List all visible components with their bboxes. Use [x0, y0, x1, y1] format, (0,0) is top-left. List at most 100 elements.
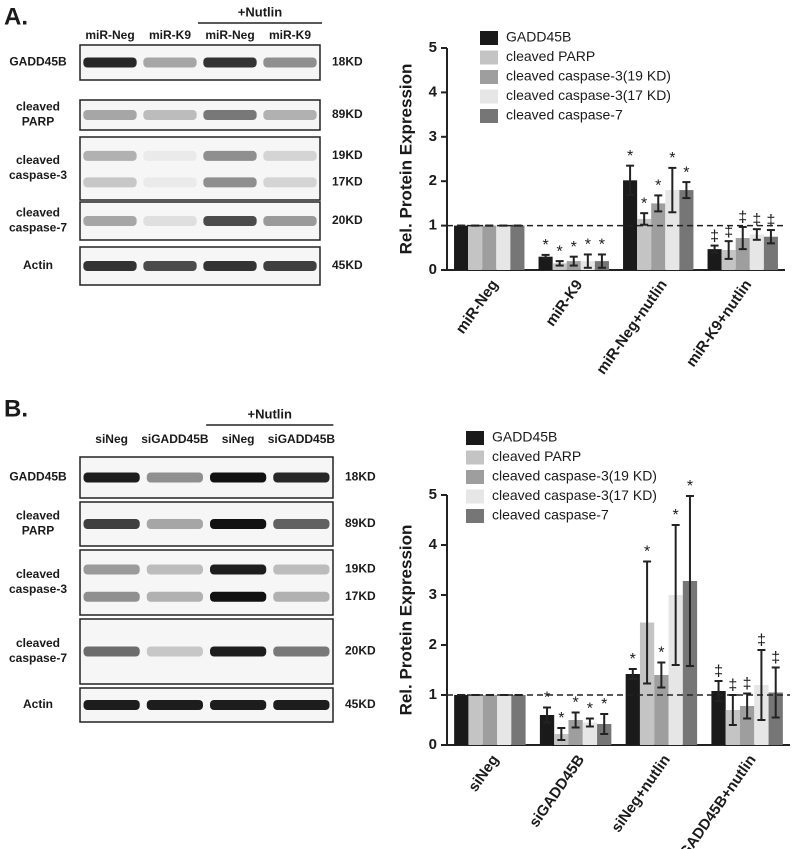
- blot-band: [263, 216, 317, 226]
- blot-frame: [79, 201, 321, 241]
- y-tick-label: 1: [429, 217, 437, 234]
- blot-band: [143, 150, 197, 161]
- legend-swatch: [480, 31, 498, 45]
- panel-label: A.: [4, 3, 28, 30]
- panel-label: B.: [4, 395, 28, 422]
- legend-swatch: [466, 470, 484, 484]
- significance-marker: *: [599, 237, 605, 254]
- bar: [568, 720, 583, 745]
- bar: [735, 238, 750, 270]
- legend-label: cleaved caspase-3(19 KD): [492, 468, 657, 484]
- row-label: Actin: [23, 697, 53, 711]
- blot-band: [210, 700, 267, 710]
- significance-marker: *: [644, 544, 650, 561]
- size-label: 18KD: [332, 55, 363, 69]
- significance-marker: ‡: [710, 228, 719, 245]
- bar: [482, 225, 497, 270]
- significance-marker: *: [571, 239, 577, 256]
- blot-band: [146, 564, 203, 575]
- size-label: 18KD: [345, 470, 376, 484]
- row-label: cleaved: [16, 567, 60, 581]
- significance-marker: ‡: [752, 211, 761, 228]
- bar: [552, 263, 567, 270]
- blot-band: [263, 110, 317, 120]
- row-label: cleaved: [16, 153, 60, 167]
- y-tick-label: 5: [429, 486, 437, 503]
- legend-swatch: [466, 509, 484, 523]
- lane-label: siNeg: [222, 432, 255, 446]
- significance-marker: ‡: [738, 209, 747, 226]
- x-tick-label: siGADD45B: [526, 752, 588, 831]
- bar: [668, 595, 683, 745]
- row-label: cleaved: [16, 206, 60, 220]
- significance-marker: *: [673, 507, 679, 524]
- legend-swatch: [480, 70, 498, 84]
- significance-marker: ‡: [766, 212, 775, 229]
- row-label: PARP: [22, 524, 54, 538]
- blot-band: [210, 472, 267, 483]
- significance-marker: ‡: [728, 677, 737, 694]
- significance-marker: *: [683, 164, 689, 181]
- legend-label: cleaved caspase-3(17 KD): [506, 87, 671, 103]
- blot-band: [83, 700, 140, 710]
- lane-label: miR-Neg: [85, 28, 134, 42]
- row-label: caspase-7: [9, 651, 67, 665]
- lane-label: siNeg: [95, 432, 128, 446]
- size-label: 45KD: [332, 258, 363, 272]
- blot-band: [273, 564, 330, 575]
- significance-marker: *: [655, 178, 661, 195]
- blot-band: [146, 700, 203, 710]
- blot-band: [273, 472, 330, 483]
- blot-band: [83, 564, 140, 575]
- blot-band: [146, 472, 203, 483]
- bar: [711, 691, 726, 745]
- blot-band: [273, 700, 330, 710]
- bar: [482, 695, 498, 745]
- significance-marker: *: [641, 195, 647, 212]
- bar: [468, 225, 483, 270]
- y-tick-label: 2: [429, 636, 437, 653]
- blot-band: [210, 564, 267, 575]
- legend-label: cleaved caspase-7: [506, 107, 623, 123]
- blot-frame: [79, 549, 334, 616]
- significance-marker: ‡: [771, 650, 780, 667]
- blot-band: [83, 177, 137, 188]
- row-label: GADD45B: [9, 55, 67, 69]
- blot-band: [273, 646, 330, 657]
- blot-band: [203, 216, 257, 226]
- y-tick-label: 0: [429, 736, 437, 753]
- blot-band: [203, 150, 257, 161]
- bar: [725, 710, 740, 745]
- bar: [739, 706, 755, 745]
- y-tick-label: 5: [429, 39, 437, 56]
- legend-swatch: [480, 109, 498, 123]
- lane-label: miR-K9: [149, 28, 191, 42]
- bar: [496, 225, 511, 270]
- significance-marker: *: [573, 695, 579, 712]
- legend-label: GADD45B: [506, 29, 571, 45]
- bar: [538, 256, 553, 270]
- legend-swatch: [480, 89, 498, 104]
- significance-marker: *: [542, 237, 548, 254]
- treatment-label: +Nutlin: [248, 406, 292, 421]
- y-tick-label: 2: [429, 172, 437, 189]
- x-tick-label: miR-Neg+nutlin: [593, 277, 671, 378]
- size-label: 45KD: [345, 697, 376, 711]
- row-label: PARP: [22, 115, 54, 129]
- blot-band: [210, 591, 267, 602]
- row-label: GADD45B: [9, 470, 67, 484]
- bar: [768, 692, 783, 745]
- blot-band: [203, 177, 257, 188]
- bar: [582, 722, 598, 745]
- bar: [749, 234, 764, 270]
- blot-band: [83, 110, 137, 120]
- significance-marker: ‡: [724, 223, 733, 240]
- significance-marker: ‡: [743, 676, 752, 693]
- legend-label: cleaved PARP: [506, 48, 595, 64]
- significance-marker: ‡: [714, 663, 723, 680]
- blot-band: [203, 261, 257, 271]
- significance-marker: *: [557, 243, 563, 260]
- blot-band: [143, 110, 197, 120]
- bar: [707, 249, 722, 270]
